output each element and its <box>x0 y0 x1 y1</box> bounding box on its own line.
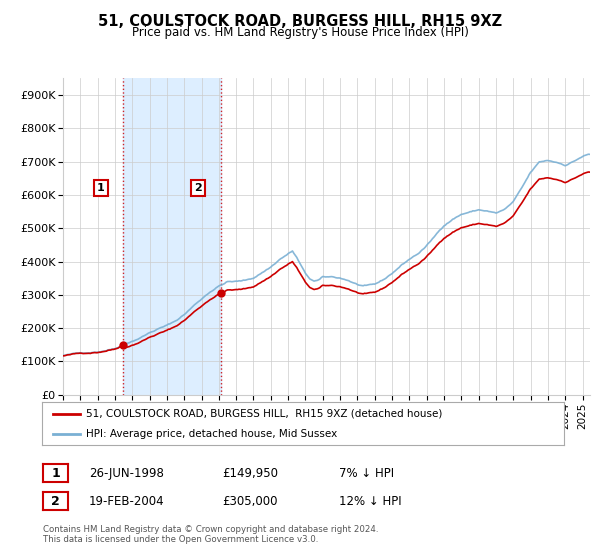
Text: 1: 1 <box>52 466 60 480</box>
Text: Contains HM Land Registry data © Crown copyright and database right 2024.: Contains HM Land Registry data © Crown c… <box>43 525 379 534</box>
Text: 19-FEB-2004: 19-FEB-2004 <box>89 494 164 508</box>
Text: 1: 1 <box>97 183 104 193</box>
Text: 51, COULSTOCK ROAD, BURGESS HILL,  RH15 9XZ (detached house): 51, COULSTOCK ROAD, BURGESS HILL, RH15 9… <box>86 409 443 419</box>
Text: 51, COULSTOCK ROAD, BURGESS HILL, RH15 9XZ: 51, COULSTOCK ROAD, BURGESS HILL, RH15 9… <box>98 14 502 29</box>
Text: HPI: Average price, detached house, Mid Sussex: HPI: Average price, detached house, Mid … <box>86 429 338 439</box>
Text: 2: 2 <box>52 494 60 508</box>
Text: Price paid vs. HM Land Registry's House Price Index (HPI): Price paid vs. HM Land Registry's House … <box>131 26 469 39</box>
Text: £149,950: £149,950 <box>222 466 278 480</box>
Text: 26-JUN-1998: 26-JUN-1998 <box>89 466 164 480</box>
Text: £305,000: £305,000 <box>222 494 277 508</box>
Text: 2: 2 <box>194 183 202 193</box>
Text: 12% ↓ HPI: 12% ↓ HPI <box>339 494 401 508</box>
Text: 7% ↓ HPI: 7% ↓ HPI <box>339 466 394 480</box>
Bar <box>123 78 221 395</box>
Text: This data is licensed under the Open Government Licence v3.0.: This data is licensed under the Open Gov… <box>43 535 319 544</box>
